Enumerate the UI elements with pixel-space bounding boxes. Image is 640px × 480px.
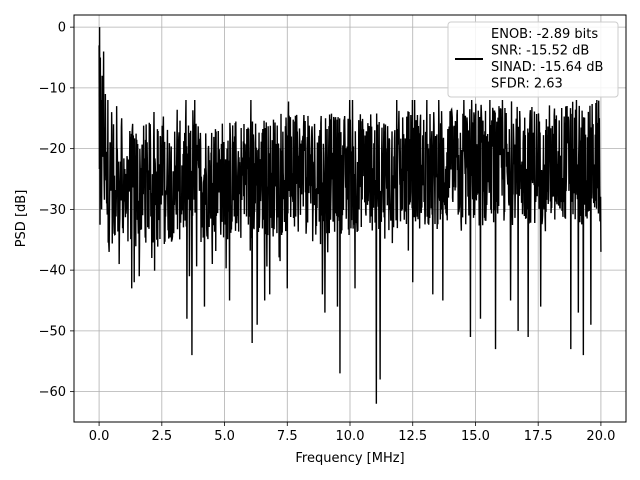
legend-entry: SINAD: -15.64 dB (491, 60, 603, 75)
psd-series (98, 27, 602, 404)
x-tick-label: 12.5 (398, 429, 427, 444)
y-tick-label: −20 (39, 142, 66, 157)
legend-entry: SFDR: 2.63 (491, 77, 563, 92)
x-tick-label: 15.0 (461, 429, 490, 444)
x-tick-label: 20.0 (586, 429, 615, 444)
psd-line (98, 27, 602, 404)
y-tick-label: −30 (39, 203, 66, 218)
legend: ENOB: -2.89 bits SNR: -15.52 dB SINAD: -15… (447, 21, 619, 98)
legend-entry: SNR: -15.52 dB (491, 44, 589, 59)
axis-ticks: 0.0 2.5 5.0 7.5 10.0 12.5 15.0 17.5 20.0 0 −10 −20 −… (39, 21, 616, 444)
legend-text: ENOB: -2.89 bits SNR: -15.52 dB SINAD: -15… (491, 27, 603, 92)
y-tick-label: 0 (58, 21, 66, 36)
x-tick-label: 0.0 (89, 429, 110, 444)
x-tick-label: 2.5 (151, 429, 172, 444)
x-tick-label: 17.5 (524, 429, 553, 444)
y-axis-label: PSD [dB] (14, 190, 29, 248)
legend-box (447, 21, 619, 98)
y-tick-label: −40 (39, 264, 66, 279)
x-tick-label: 10.0 (336, 429, 365, 444)
x-axis-label: Frequency [MHz] (295, 451, 404, 466)
y-tick-label: −10 (39, 81, 66, 96)
legend-entry: ENOB: -2.89 bits (491, 27, 598, 42)
x-tick-label: 5.0 (214, 429, 235, 444)
y-tick-label: −60 (39, 385, 66, 400)
x-tick-label: 7.5 (277, 429, 298, 444)
y-tick-label: −50 (39, 324, 66, 339)
